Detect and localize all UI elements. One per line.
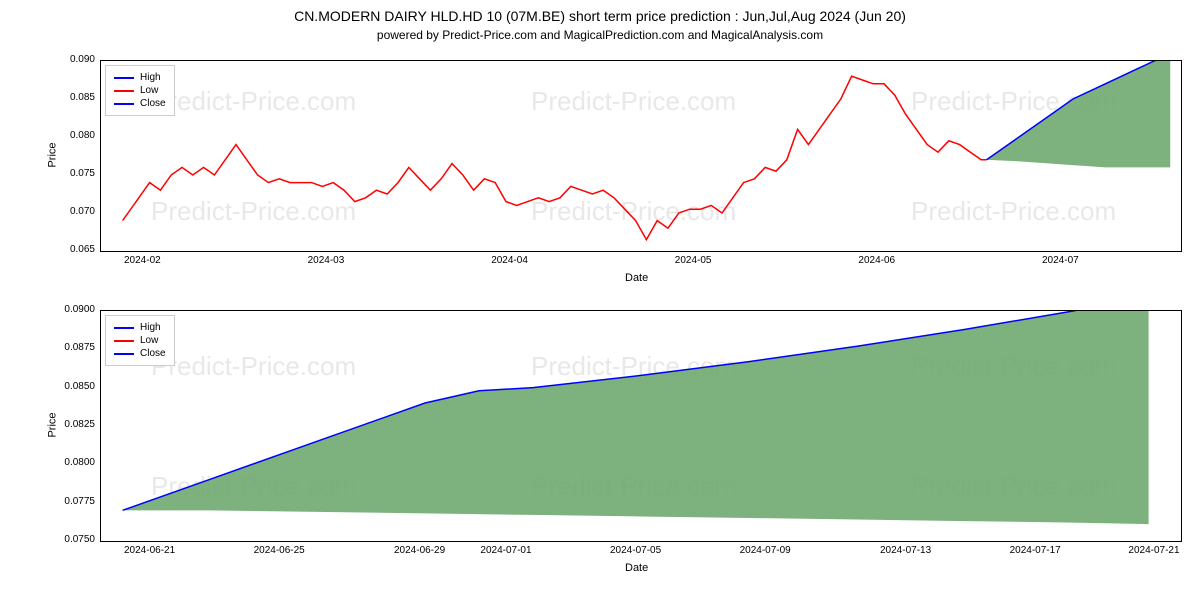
- legend-line-high: [114, 327, 134, 329]
- legend-label-low: Low: [140, 335, 158, 346]
- chart-container: CN.MODERN DAIRY HLD.HD 10 (07M.BE) short…: [0, 0, 1200, 600]
- chart-svg-bottom: [101, 311, 1181, 541]
- legend-item-close: Close: [114, 348, 166, 359]
- x-tick-label: 2024-06-29: [394, 545, 445, 556]
- legend-label-low: Low: [140, 85, 158, 96]
- x-tick-label: 2024-06-21: [124, 545, 175, 556]
- x-tick-label: 2024-06-25: [254, 545, 305, 556]
- legend-label-close: Close: [140, 98, 166, 109]
- y-tick-label: 0.080: [70, 130, 95, 141]
- legend-label-high: High: [140, 72, 161, 83]
- x-axis-label: Date: [625, 562, 648, 574]
- y-tick-label: 0.085: [70, 92, 95, 103]
- y-tick-label: 0.0850: [64, 381, 95, 392]
- x-tick-label: 2024-04: [491, 255, 528, 266]
- x-tick-label: 2024-07: [1042, 255, 1079, 266]
- x-tick-label: 2024-03: [308, 255, 345, 266]
- x-tick-label: 2024-02: [124, 255, 161, 266]
- y-tick-label: 0.075: [70, 168, 95, 179]
- y-tick-label: 0.090: [70, 54, 95, 65]
- y-axis-label: Price: [47, 142, 59, 167]
- legend-line-high: [114, 77, 134, 79]
- legend-line-low: [114, 340, 134, 342]
- x-axis-label: Date: [625, 272, 648, 284]
- chart-svg-top: [101, 61, 1181, 251]
- y-tick-label: 0.0800: [64, 457, 95, 468]
- chart-subtitle: powered by Predict-Price.com and Magical…: [0, 24, 1200, 42]
- chart-panel-top: High Low Close Predict-Price.com Predict…: [100, 60, 1182, 252]
- legend-label-high: High: [140, 322, 161, 333]
- y-tick-label: 0.065: [70, 244, 95, 255]
- y-tick-label: 0.0750: [64, 534, 95, 545]
- legend-label-close: Close: [140, 348, 166, 359]
- y-tick-label: 0.0825: [64, 419, 95, 430]
- legend-item-low: Low: [114, 335, 166, 346]
- legend-item-high: High: [114, 322, 166, 333]
- x-tick-label: 2024-07-09: [740, 545, 791, 556]
- legend-top: High Low Close: [105, 65, 175, 116]
- legend-item-close: Close: [114, 98, 166, 109]
- x-tick-label: 2024-06: [858, 255, 895, 266]
- y-tick-label: 0.0900: [64, 304, 95, 315]
- y-axis-label: Price: [47, 412, 59, 437]
- y-tick-label: 0.0875: [64, 342, 95, 353]
- legend-item-low: Low: [114, 85, 166, 96]
- legend-bottom: High Low Close: [105, 315, 175, 366]
- x-tick-label: 2024-05: [675, 255, 712, 266]
- chart-title: CN.MODERN DAIRY HLD.HD 10 (07M.BE) short…: [0, 0, 1200, 24]
- x-tick-label: 2024-07-17: [1010, 545, 1061, 556]
- y-tick-label: 0.0775: [64, 496, 95, 507]
- x-tick-label: 2024-07-05: [610, 545, 661, 556]
- chart-panel-bottom: High Low Close Predict-Price.com Predict…: [100, 310, 1182, 542]
- x-tick-label: 2024-07-01: [480, 545, 531, 556]
- y-tick-label: 0.070: [70, 206, 95, 217]
- legend-line-close: [114, 103, 134, 105]
- legend-line-close: [114, 353, 134, 355]
- x-tick-label: 2024-07-21: [1128, 545, 1179, 556]
- x-tick-label: 2024-07-13: [880, 545, 931, 556]
- legend-line-low: [114, 90, 134, 92]
- legend-item-high: High: [114, 72, 166, 83]
